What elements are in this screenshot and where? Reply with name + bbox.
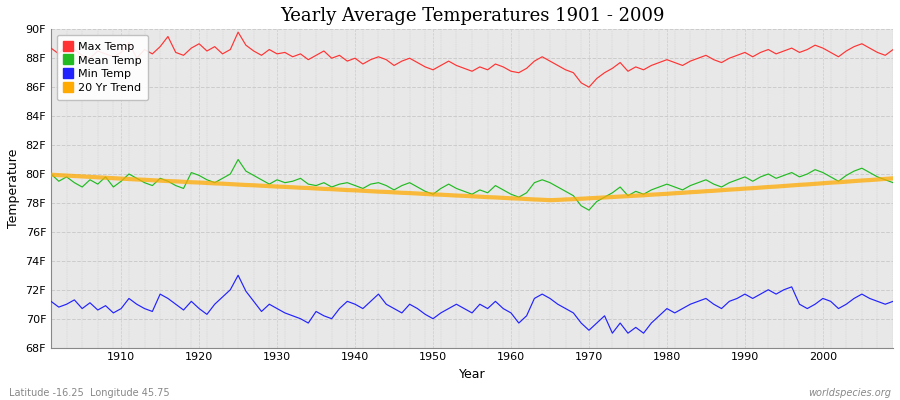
X-axis label: Year: Year	[459, 368, 485, 381]
Y-axis label: Temperature: Temperature	[7, 149, 20, 228]
Legend: Max Temp, Mean Temp, Min Temp, 20 Yr Trend: Max Temp, Mean Temp, Min Temp, 20 Yr Tre…	[57, 35, 148, 100]
Text: worldspecies.org: worldspecies.org	[808, 388, 891, 398]
Title: Yearly Average Temperatures 1901 - 2009: Yearly Average Temperatures 1901 - 2009	[280, 7, 664, 25]
Text: Latitude -16.25  Longitude 45.75: Latitude -16.25 Longitude 45.75	[9, 388, 169, 398]
